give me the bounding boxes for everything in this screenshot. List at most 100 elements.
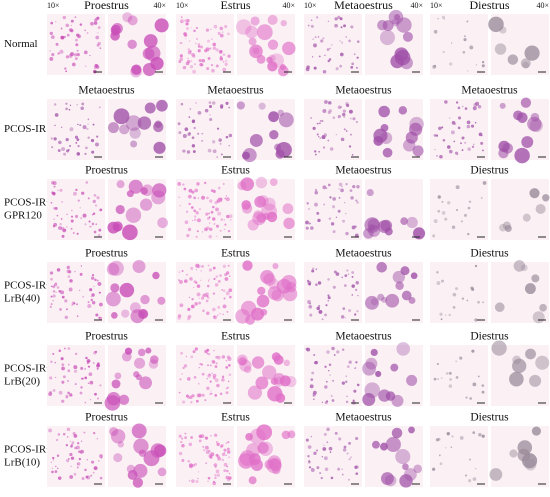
cell [190, 206, 194, 209]
cell [477, 104, 482, 109]
cell [180, 351, 183, 355]
cell [314, 36, 317, 39]
cell [217, 211, 222, 216]
cell [221, 289, 224, 291]
cell [324, 313, 328, 317]
cell [184, 19, 187, 22]
row-label: GPR120 [4, 210, 42, 222]
cell [355, 361, 358, 364]
cell [197, 43, 201, 46]
cell [262, 365, 277, 380]
cell [181, 444, 185, 448]
cell [329, 451, 332, 453]
cell [109, 427, 119, 436]
cell [62, 432, 66, 436]
cell [182, 134, 187, 138]
cell [459, 356, 463, 360]
cell [184, 220, 189, 225]
cell [329, 374, 331, 376]
micrograph [365, 262, 423, 323]
cell [56, 467, 59, 470]
cell [68, 108, 71, 111]
cell [220, 105, 224, 109]
cell [308, 466, 312, 469]
cell [74, 16, 77, 18]
cell [197, 218, 201, 223]
cell [509, 449, 518, 458]
cell [122, 224, 138, 241]
cell [143, 34, 158, 48]
cell [214, 474, 217, 477]
cell [181, 373, 183, 375]
cell [314, 153, 317, 156]
cell [60, 226, 65, 231]
cell [313, 354, 316, 357]
cell [212, 205, 215, 209]
cell [80, 449, 84, 454]
row-label: PCOS-IR+ [4, 197, 52, 209]
cell [455, 287, 458, 291]
cell [351, 154, 354, 156]
cell [49, 31, 54, 36]
cell [488, 16, 504, 33]
cell [351, 275, 354, 278]
cell [455, 360, 458, 363]
cell [90, 276, 95, 280]
row-label: LrB(40) [4, 293, 40, 305]
cell [343, 24, 346, 28]
cell [150, 443, 166, 458]
cell [182, 183, 185, 186]
micrograph [104, 345, 166, 411]
cell [222, 289, 226, 293]
cell [245, 433, 253, 441]
cell [323, 444, 325, 446]
cell [355, 120, 359, 124]
cell [348, 39, 351, 43]
cell [93, 21, 98, 25]
cell [349, 189, 353, 193]
cell [138, 449, 147, 457]
micrograph [47, 262, 105, 323]
cell [76, 463, 79, 465]
cell [84, 65, 87, 67]
cell [384, 227, 393, 236]
cell [201, 195, 206, 200]
cell [338, 182, 343, 187]
cell [376, 262, 388, 273]
cell [61, 126, 63, 128]
cell [157, 296, 166, 305]
cell [49, 305, 52, 309]
cell [282, 41, 296, 56]
cell [86, 32, 89, 34]
cell [330, 395, 333, 397]
cell [68, 144, 72, 148]
cell [535, 355, 550, 370]
cell [226, 469, 229, 473]
cell [183, 364, 188, 368]
cell [90, 21, 94, 26]
cell [185, 210, 189, 214]
cell [280, 19, 287, 27]
cell [474, 467, 477, 470]
cell [406, 216, 418, 229]
micrograph [237, 176, 295, 240]
cell [448, 149, 453, 154]
cell [467, 206, 471, 210]
cell [149, 355, 159, 364]
cell [207, 39, 210, 43]
stage-label: Estrus [221, 248, 250, 260]
cell [92, 212, 96, 215]
cell [399, 474, 413, 488]
cell [329, 147, 334, 151]
cell [89, 380, 94, 385]
cell [70, 456, 75, 460]
cell [380, 131, 393, 145]
cell [390, 363, 399, 372]
cell [74, 270, 76, 273]
cell [307, 445, 312, 449]
micrograph-bg [47, 99, 105, 160]
cell [305, 226, 309, 230]
cell [197, 197, 200, 199]
cell [54, 361, 57, 364]
